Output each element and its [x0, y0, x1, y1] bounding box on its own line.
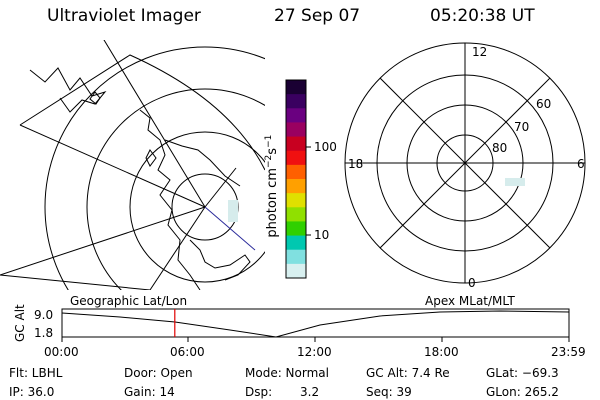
color-scale-bar — [286, 80, 306, 279]
colorbar-band — [286, 263, 306, 279]
colorbar-label-10: 10 — [314, 228, 330, 242]
colorbar-band — [286, 94, 306, 109]
gc-alt-value: GC Alt: 7.4 Re — [366, 366, 450, 380]
meridian-line — [204, 167, 237, 208]
timeline-tick-label: 12:00 — [297, 345, 332, 359]
meridian-line — [19, 124, 206, 208]
colorbar-band — [286, 150, 306, 166]
mlat-label-80: 80 — [492, 141, 508, 155]
timeline-y-bottom: 1.8 — [34, 326, 54, 340]
meridian-line — [204, 206, 256, 251]
timeline-y-top: 9.0 — [34, 308, 54, 322]
colorbar-band — [286, 221, 306, 237]
lat-circle — [86, 88, 265, 290]
coastline — [189, 239, 251, 281]
glon-value: GLon: 265.2 — [486, 385, 559, 399]
lat-circle — [44, 46, 265, 290]
coastline — [89, 91, 101, 105]
colorbar-label-100: 100 — [314, 140, 337, 154]
colorbar-band — [286, 249, 306, 265]
geographic-map — [0, 40, 265, 290]
mlt-label-18: 18 — [348, 157, 364, 171]
dsp-value: 3.2 — [300, 385, 320, 399]
emission-patch — [228, 200, 238, 222]
colorbar-frame — [285, 79, 307, 279]
colorbar-band — [286, 164, 306, 180]
coastline — [145, 149, 157, 167]
mode-value: Mode: Normal — [245, 366, 329, 380]
altitude-timeline — [61, 308, 570, 342]
mlt-panel-caption: Apex MLat/MLT — [425, 294, 515, 308]
mlt-polar-plot — [344, 42, 586, 284]
glat-value: GLat: −69.3 — [486, 366, 559, 380]
door-status: Door: Open — [124, 366, 193, 380]
colorbar-band — [286, 193, 306, 208]
emission-patch — [505, 178, 525, 186]
timeline-tick-label: 23:59 — [551, 345, 586, 359]
view-boundary — [0, 274, 151, 290]
mlt-label-12: 12 — [472, 45, 488, 59]
time-label: 05:20:38 UT — [430, 6, 535, 26]
mlat-label-60: 60 — [536, 97, 552, 111]
filter-value: Flt: LBHL — [9, 366, 63, 380]
seq-value: Seq: 39 — [366, 385, 412, 399]
coastline — [139, 109, 201, 290]
colorbar-band — [286, 179, 306, 194]
colorbar-band — [286, 80, 306, 95]
gain-value: Gain: 14 — [124, 385, 175, 399]
colorbar-unit-label: photon cm−2s−1 — [263, 134, 281, 238]
altitude-curve — [61, 310, 570, 338]
app-title: Ultraviolet Imager — [47, 6, 201, 26]
colorbar-band — [286, 136, 306, 152]
timeline-tick-label: 18:00 — [424, 345, 459, 359]
colorbar-band — [286, 122, 306, 138]
timeline-axis-label: GC Alt — [13, 304, 27, 342]
date-label: 27 Sep 07 — [274, 6, 361, 26]
mlt-label-6: 6 — [577, 157, 585, 171]
coastline — [164, 139, 241, 187]
mlat-label-70: 70 — [514, 120, 530, 134]
colorbar-band — [286, 235, 306, 251]
colorbar-band — [286, 207, 306, 222]
meridian-line — [149, 206, 206, 290]
meridian-line — [0, 206, 206, 276]
coastline — [29, 67, 107, 113]
colorbar-band — [286, 108, 306, 123]
view-boundary — [19, 54, 265, 171]
geo-panel-caption: Geographic Lat/Lon — [70, 294, 188, 308]
timeline-tick-label: 06:00 — [170, 345, 205, 359]
mlt-diagonal-line — [379, 77, 551, 249]
mlt-label-0: 0 — [468, 276, 476, 290]
timeline-tick-label: 00:00 — [44, 345, 79, 359]
dsp-label: Dsp: — [245, 385, 273, 399]
ip-value: IP: 36.0 — [9, 385, 55, 399]
lat-circle — [129, 131, 265, 283]
timeline-frame — [61, 308, 570, 338]
meridian-line — [103, 40, 206, 208]
